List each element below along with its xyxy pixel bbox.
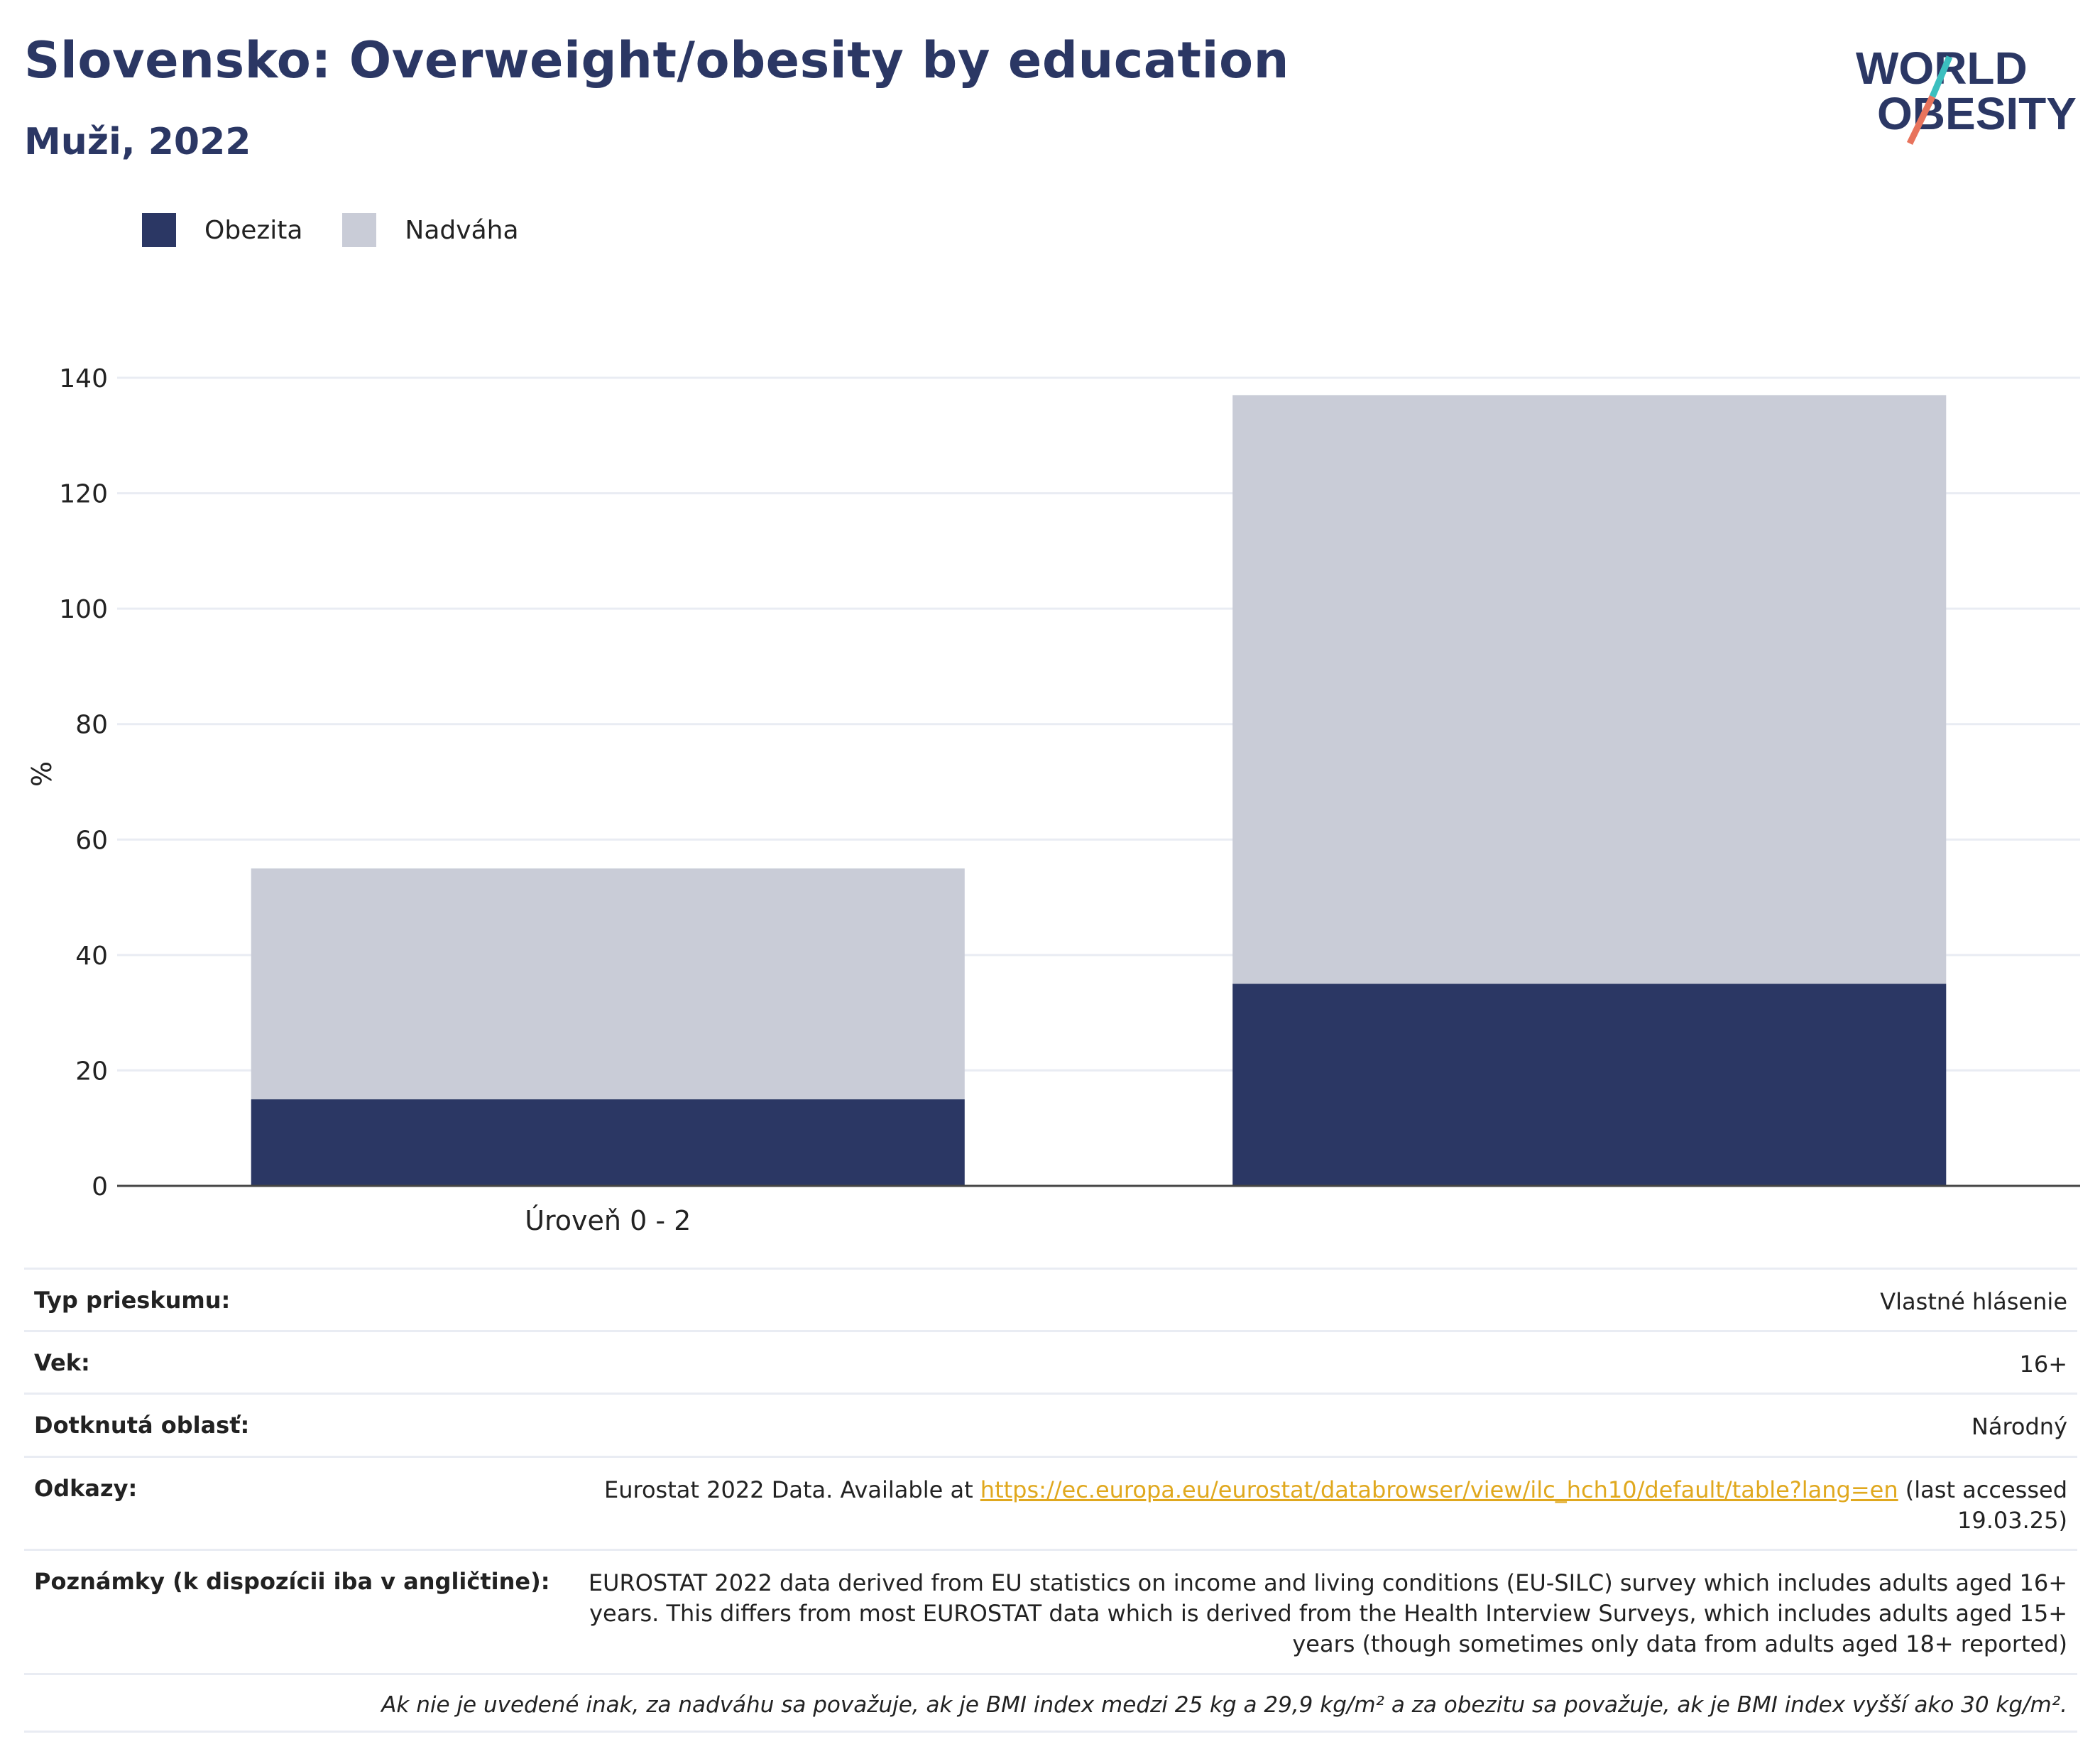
- y-tick-label: 120: [59, 480, 108, 509]
- bar-segment-overweight: [251, 868, 965, 1100]
- info-row-notes: Poznámky (k dispozícii iba v angličtine)…: [24, 1548, 2077, 1673]
- y-tick-label: 80: [75, 711, 108, 740]
- info-row-survey-type: Typ prieskumu: Vlastné hlásenie: [24, 1268, 2077, 1330]
- chart-subtitle: Muži, 2022: [24, 121, 251, 163]
- logo-slash-teal: [1929, 55, 1953, 98]
- y-tick-label: 40: [75, 942, 108, 971]
- y-tick-label: 60: [75, 826, 108, 855]
- bmi-footnote: Ak nie je uvedené inak, za nadváhu sa po…: [24, 1672, 2077, 1733]
- bar-segment-obesity: [251, 1099, 965, 1186]
- y-tick-label: 20: [75, 1057, 108, 1086]
- age-value: 16+: [2019, 1351, 2067, 1378]
- y-tick-label: 0: [92, 1172, 108, 1202]
- references-suffix: (last accessed 19.03.25): [1898, 1476, 2067, 1534]
- info-row-references: Odkazy: Eurostat 2022 Data. Available at…: [24, 1455, 2077, 1549]
- chart-title: Slovensko: Overweight/obesity by educati…: [24, 31, 1289, 89]
- references-value: Eurostat 2022 Data. Available at https:/…: [505, 1475, 2067, 1536]
- world-obesity-logo: WORLD OBESITY: [1856, 43, 2077, 145]
- bar-chart: 0 20 40 60 80 100 120 140% Úroveň 0 - 2: [26, 364, 2080, 1236]
- info-row-age: Vek: 16+: [24, 1330, 2077, 1393]
- area-value: Národný: [1971, 1413, 2067, 1441]
- survey-type-label: Typ prieskumu:: [34, 1287, 231, 1314]
- bar-segment-overweight: [1232, 395, 1947, 984]
- chart-legend: Obezita Nadváha: [142, 213, 559, 247]
- x-tick-label: Úroveň 0 - 2: [525, 1205, 691, 1236]
- legend-swatch-obesity: [142, 213, 176, 247]
- survey-type-value: Vlastné hlásenie: [1880, 1288, 2067, 1315]
- age-label: Vek:: [34, 1349, 90, 1377]
- legend-label-overweight: Nadváha: [405, 215, 519, 245]
- logo-word-obesity: OBESITY: [1877, 88, 2077, 139]
- y-tick-label: 140: [59, 364, 108, 393]
- legend-swatch-overweight: [342, 213, 377, 247]
- notes-label: Poznámky (k dispozícii iba v angličtine)…: [34, 1567, 550, 1595]
- legend-item-obesity[interactable]: Obezita: [142, 213, 302, 247]
- bar-segment-obesity: [1232, 984, 1947, 1186]
- references-label: Odkazy:: [34, 1474, 138, 1502]
- info-row-area: Dotknutá oblasť: Národný: [24, 1393, 2077, 1455]
- legend-item-overweight[interactable]: Nadváha: [342, 213, 519, 247]
- y-tick-label: 100: [59, 595, 108, 624]
- info-table: Typ prieskumu: Vlastné hlásenie Vek: 16+…: [24, 1268, 2077, 1733]
- references-link[interactable]: https://ec.europa.eu/eurostat/databrowse…: [980, 1476, 1898, 1503]
- area-label: Dotknutá oblasť:: [34, 1412, 250, 1439]
- notes-value: EUROSTAT 2022 data derived from EU stati…: [588, 1569, 2067, 1658]
- legend-label-obesity: Obezita: [204, 215, 303, 245]
- y-axis-label: %: [26, 761, 58, 787]
- logo-slash-coral: [1906, 95, 1936, 145]
- references-prefix: Eurostat 2022 Data. Available at: [604, 1476, 980, 1503]
